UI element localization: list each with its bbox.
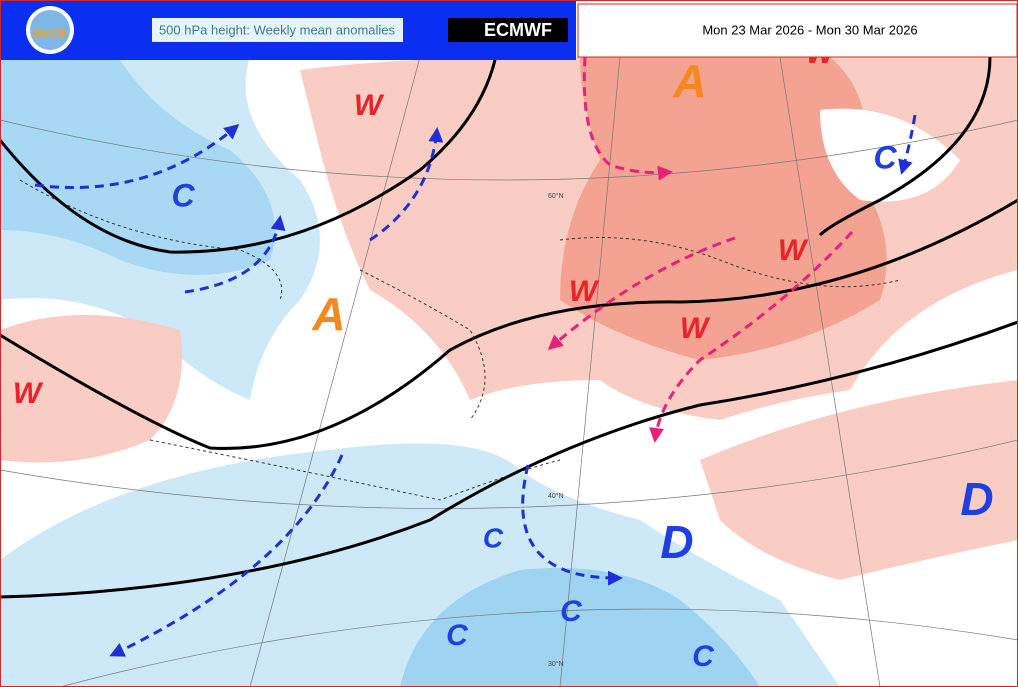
map-label: C [446,619,469,652]
map-label: A [672,55,706,107]
map-label: C [692,640,715,673]
anomaly-contours [19,179,901,501]
logo-text: BMCB [34,28,67,40]
cold-anomaly [400,568,760,687]
map-label: W [13,377,44,410]
map-label: C [560,595,583,628]
warm-anomaly [700,380,1018,580]
title: 500 hPa height: Weekly mean anomalies [159,22,396,37]
map-label: D [960,473,993,525]
map-label: W [680,312,711,345]
graticule [0,56,1018,687]
map-label: C [483,522,504,553]
height-contours [0,56,1018,599]
map-label: D [660,516,693,568]
brand-box [448,18,568,42]
map-label: W [354,89,385,122]
date-box [577,3,1018,58]
brand: ECMWF [484,20,552,40]
neutral-area [820,108,960,202]
grid-label: 30°N [548,660,564,668]
anomaly-fields [0,56,1018,687]
map-label: W [778,234,809,267]
map-labels: WWWWWWAACCCCCCDD [13,37,994,673]
date-range: Mon 23 Mar 2026 - Mon 30 Mar 2026 [702,22,917,37]
logo-emblem [30,10,70,50]
title-box [152,18,403,42]
warm-anomaly [560,57,887,360]
grid-label: 40°N [548,492,564,500]
map-label: C [873,139,897,175]
flow-arrows [34,56,917,657]
map-label: C [171,177,195,213]
grid-label: 60°N [548,192,564,200]
map-label: A [311,288,345,340]
map-label: W [569,275,600,308]
cold-anomaly [0,60,275,275]
